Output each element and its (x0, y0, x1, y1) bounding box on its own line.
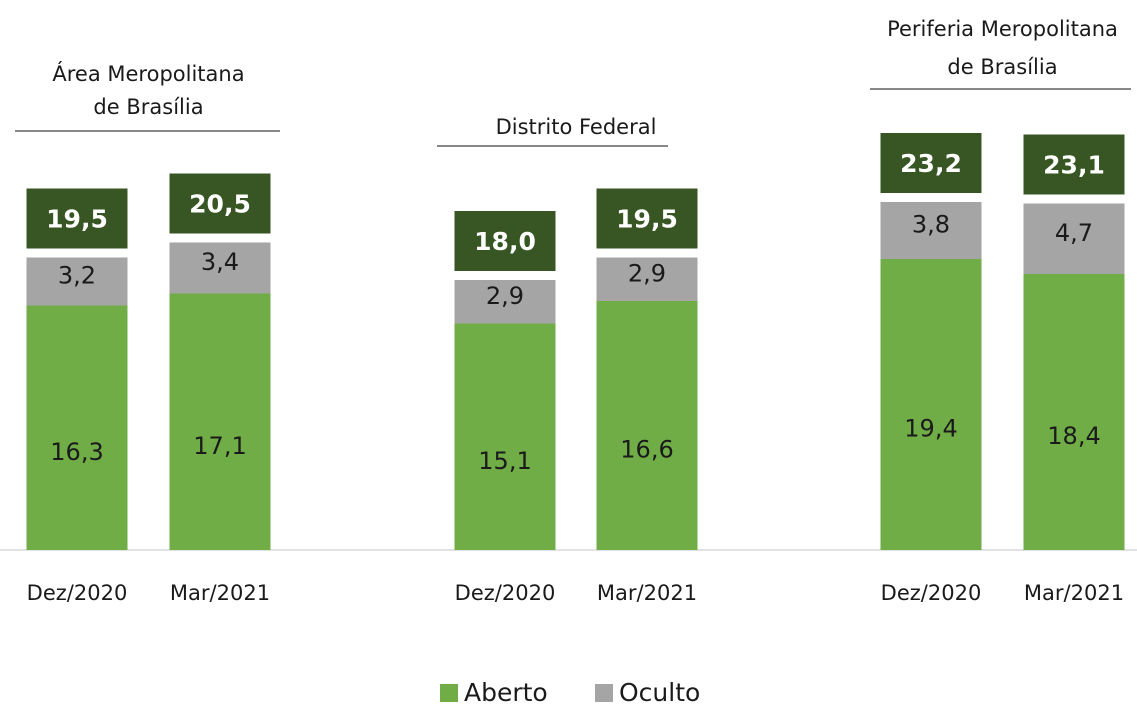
legend-label: Aberto (464, 678, 548, 706)
bar-segment (880, 259, 982, 550)
x-tick-label: Mar/2021 (170, 581, 270, 605)
total-box (169, 173, 271, 234)
bar-segment (26, 305, 128, 550)
group-title: Área Meropolitana (52, 61, 244, 86)
value-label: 3,8 (912, 211, 950, 239)
legend-label: Oculto (619, 678, 700, 706)
bar-segment (169, 242, 271, 294)
value-label: 3,4 (201, 248, 239, 276)
total-label: 20,5 (189, 190, 251, 219)
total-label: 23,2 (900, 149, 962, 178)
value-label: 18,4 (1047, 422, 1100, 450)
bar-segment (880, 202, 982, 259)
total-label: 19,5 (616, 205, 678, 234)
value-label: 3,2 (58, 262, 96, 290)
x-tick-label: Dez/2020 (455, 581, 556, 605)
total-box (880, 133, 982, 193)
group-title: de Brasília (947, 55, 1057, 79)
value-label: 17,1 (193, 432, 246, 460)
group-title: Distrito Federal (496, 115, 657, 139)
total-box (26, 188, 128, 249)
bar-segment (1023, 203, 1125, 274)
bar-segment (596, 257, 698, 301)
bar-segment (169, 293, 271, 550)
value-label: 4,7 (1055, 219, 1093, 247)
bar-segment (454, 280, 556, 324)
total-box (1023, 134, 1125, 195)
total-box (454, 211, 556, 271)
value-label: 15,1 (478, 447, 531, 475)
value-label: 19,4 (904, 415, 957, 443)
value-label: 16,3 (50, 438, 103, 466)
x-tick-label: Dez/2020 (27, 581, 128, 605)
x-tick-label: Mar/2021 (1024, 581, 1124, 605)
bar-segment (454, 323, 556, 550)
bar-segment (26, 257, 128, 306)
x-tick-label: Dez/2020 (881, 581, 982, 605)
value-label: 16,6 (620, 436, 673, 464)
total-box (596, 188, 698, 249)
legend-swatch (595, 684, 613, 702)
bar-segment (1023, 274, 1125, 550)
total-label: 23,1 (1043, 151, 1105, 180)
bar-segment (596, 301, 698, 550)
group-title: Periferia Meropolitana (887, 17, 1118, 41)
group-title: de Brasília (93, 95, 203, 119)
legend-swatch (440, 684, 458, 702)
total-label: 18,0 (474, 227, 536, 256)
value-label: 2,9 (486, 282, 524, 310)
total-label: 19,5 (46, 205, 108, 234)
value-label: 2,9 (628, 259, 666, 287)
x-tick-label: Mar/2021 (597, 581, 697, 605)
